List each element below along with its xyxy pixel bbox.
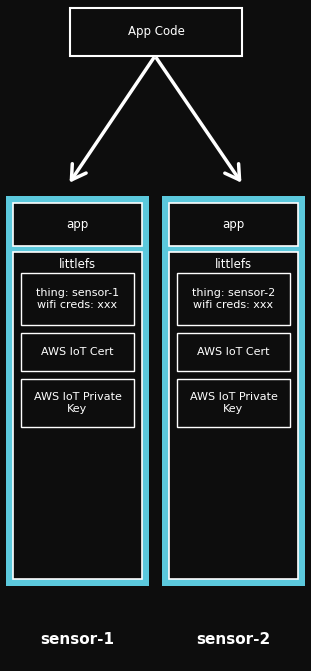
Text: sensor-1: sensor-1 bbox=[40, 633, 114, 648]
Text: thing: sensor-2
wifi creds: xxx: thing: sensor-2 wifi creds: xxx bbox=[192, 289, 275, 310]
Bar bbox=[21, 379, 134, 427]
Bar bbox=[177, 273, 290, 325]
Bar bbox=[70, 8, 242, 56]
Text: littlefs: littlefs bbox=[215, 258, 252, 272]
Text: AWS IoT Cert: AWS IoT Cert bbox=[197, 347, 270, 357]
Text: app: app bbox=[222, 218, 245, 231]
Bar bbox=[21, 273, 134, 325]
Text: AWS IoT Private
Key: AWS IoT Private Key bbox=[190, 393, 277, 414]
Text: App Code: App Code bbox=[128, 25, 184, 38]
Bar bbox=[177, 379, 290, 427]
Bar bbox=[6, 196, 149, 586]
Bar bbox=[21, 333, 134, 371]
Text: AWS IoT Cert: AWS IoT Cert bbox=[41, 347, 114, 357]
Text: AWS IoT Private
Key: AWS IoT Private Key bbox=[34, 393, 121, 414]
Text: littlefs: littlefs bbox=[59, 258, 96, 272]
Bar bbox=[13, 203, 142, 246]
Bar bbox=[169, 203, 298, 246]
Bar bbox=[162, 196, 305, 586]
Text: app: app bbox=[66, 218, 89, 231]
Bar bbox=[13, 252, 142, 579]
Text: sensor-2: sensor-2 bbox=[196, 633, 270, 648]
Text: thing: sensor-1
wifi creds: xxx: thing: sensor-1 wifi creds: xxx bbox=[36, 289, 119, 310]
Bar bbox=[169, 252, 298, 579]
Bar bbox=[177, 333, 290, 371]
